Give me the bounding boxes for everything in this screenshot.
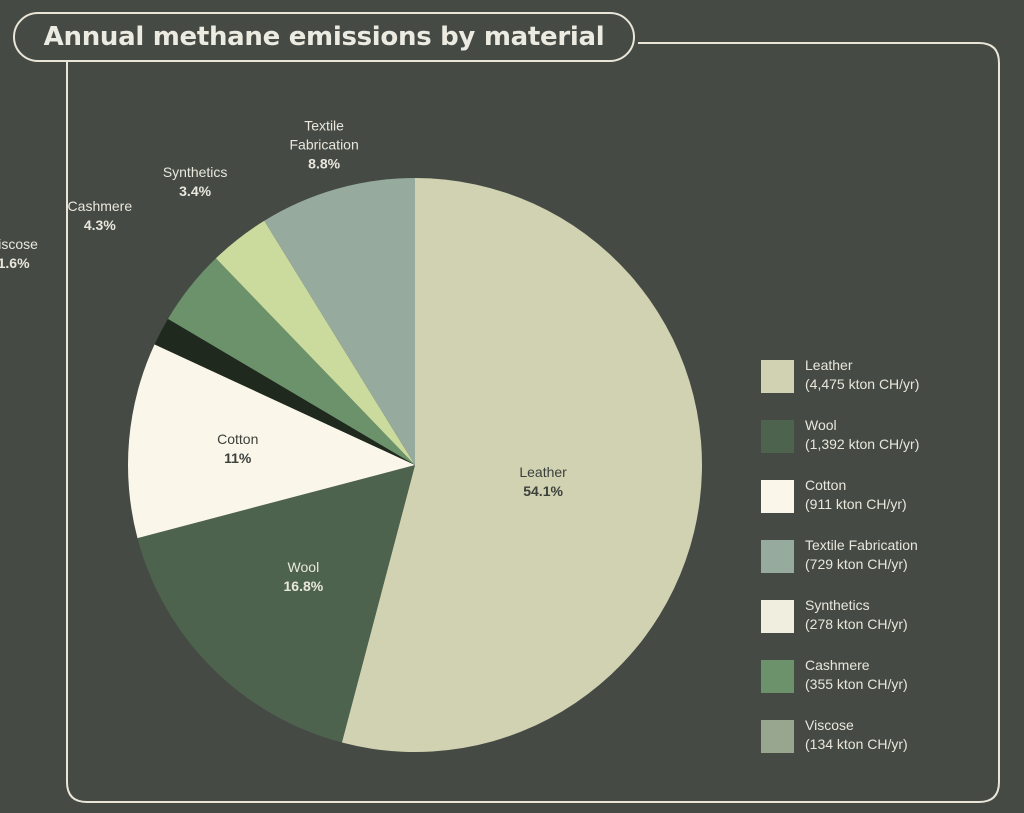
- legend-detail: (911 kton CH/yr): [805, 496, 907, 512]
- legend-swatch: [761, 720, 794, 753]
- pie-slice-cashmere: [167, 258, 415, 465]
- legend-text: Viscose (134 kton CH/yr): [805, 716, 908, 754]
- legend-detail: (729 kton CH/yr): [805, 556, 908, 572]
- pie-slice-textile-fabrication: [264, 178, 415, 465]
- slice-percent: 54.1%: [523, 482, 563, 499]
- chart-legend: Leather (4,475 kton CH/yr) Wool (1,392 kton…: [761, 356, 1001, 776]
- legend-name: Synthetics: [805, 597, 870, 613]
- legend-swatch: [761, 420, 794, 453]
- legend-text: Cotton (911 kton CH/yr): [805, 476, 907, 514]
- legend-swatch: [761, 660, 794, 693]
- legend-name: Cashmere: [805, 657, 870, 673]
- pie-slice-viscose: [154, 318, 415, 465]
- slice-percent: 4.3%: [83, 216, 116, 233]
- slice-name: Wool: [287, 558, 320, 575]
- legend-text: Synthetics (278 kton CH/yr): [805, 596, 908, 634]
- pie-slice-leather: [341, 178, 702, 752]
- slice-label-wool: Wool 16.8%: [284, 558, 324, 596]
- slice-name: Cotton: [217, 431, 259, 448]
- legend-text: Wool (1,392 kton CH/yr): [805, 416, 919, 454]
- legend-detail: (4,475 kton CH/yr): [805, 376, 920, 392]
- legend-swatch: [761, 540, 794, 573]
- slice-name: Fabrication: [289, 136, 359, 153]
- legend-detail: (134 kton CH/yr): [805, 736, 908, 752]
- chart-title: Annual methane emissions by material: [43, 22, 605, 52]
- pie-slice-wool: [137, 465, 415, 743]
- legend-item-viscose: Viscose (134 kton CH/yr): [761, 716, 1001, 776]
- slice-percent: 8.8%: [308, 155, 341, 172]
- pie-slice-cotton: [127, 344, 415, 539]
- slice-name: Leather: [519, 463, 567, 480]
- legend-item-cotton: Cotton (911 kton CH/yr): [761, 476, 1001, 536]
- slice-percent: 11%: [224, 450, 252, 467]
- legend-item-wool: Wool (1,392 kton CH/yr): [761, 416, 1001, 476]
- legend-swatch: [761, 600, 794, 633]
- legend-name: Cotton: [805, 477, 847, 493]
- legend-detail: (355 kton CH/yr): [805, 676, 908, 692]
- legend-text: Leather (4,475 kton CH/yr): [805, 356, 919, 394]
- slice-label-leather: Leather 54.1%: [519, 463, 566, 501]
- slice-percent: 1.6%: [0, 255, 30, 272]
- legend-name: Viscose: [805, 717, 854, 733]
- slice-name: Synthetics: [162, 163, 228, 180]
- slice-name: Textile: [304, 117, 344, 134]
- legend-detail: (278 kton CH/yr): [805, 616, 908, 632]
- legend-item-synthetics: Synthetics (278 kton CH/yr): [761, 596, 1001, 656]
- legend-item-textile-fabrication: Textile Fabrication (729 kton CH/yr): [761, 536, 1001, 596]
- slice-label-cashmere: Cashmere 4.3%: [68, 197, 133, 235]
- slice-label-textile-fabrication: Textile Fabrication 8.8%: [289, 116, 358, 173]
- legend-text: Textile Fabrication (729 kton CH/yr): [805, 536, 918, 574]
- legend-name: Leather: [805, 357, 853, 373]
- legend-swatch: [761, 360, 794, 393]
- legend-name: Wool: [805, 417, 837, 433]
- legend-detail: (1,392 kton CH/yr): [805, 436, 920, 452]
- slice-percent: 3.4%: [179, 182, 212, 199]
- slice-label-cotton: Cotton 11%: [217, 430, 258, 468]
- legend-swatch: [761, 480, 794, 513]
- slice-name: Viscose: [0, 236, 38, 253]
- slice-percent: 16.8%: [283, 577, 324, 594]
- chart-title-pill: Annual methane emissions by material: [13, 12, 635, 62]
- slice-name: Cashmere: [67, 197, 133, 214]
- slice-label-viscose: Viscose 1.6%: [0, 235, 38, 273]
- legend-name: Textile Fabrication: [805, 537, 918, 553]
- slice-label-synthetics: Synthetics 3.4%: [163, 163, 228, 201]
- legend-item-leather: Leather (4,475 kton CH/yr): [761, 356, 1001, 416]
- legend-text: Cashmere (355 kton CH/yr): [805, 656, 908, 694]
- legend-item-cashmere: Cashmere (355 kton CH/yr): [761, 656, 1001, 716]
- pie-slice-synthetics: [215, 220, 415, 465]
